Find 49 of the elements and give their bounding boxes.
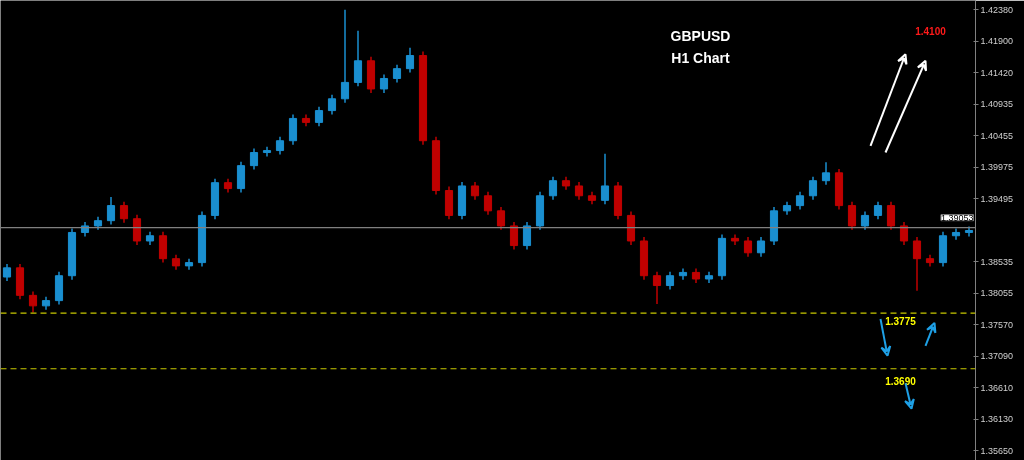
candlestick <box>288 113 298 146</box>
ref-line-label: 1.3775 <box>885 316 917 328</box>
candlestick <box>340 8 350 104</box>
candlestick <box>353 29 363 88</box>
candlestick <box>132 214 142 246</box>
y-tick-label: 1.41420 <box>980 67 1014 78</box>
candlestick <box>327 94 337 116</box>
y-tick-label: 1.35650 <box>980 445 1014 456</box>
candlestick <box>886 200 896 231</box>
candlestick <box>509 221 519 251</box>
ref-line-label: 1.3690 <box>885 375 917 387</box>
candlestick <box>483 191 493 216</box>
text: H1 Chart <box>671 49 731 66</box>
text: GBPUSD <box>670 27 731 44</box>
y-tick-label: 1.38055 <box>980 288 1014 299</box>
candlestick <box>860 210 870 231</box>
candlestick <box>548 176 558 201</box>
y-tick-label: 1.42380 <box>980 4 1014 15</box>
y-tick-label: 1.39975 <box>980 162 1014 173</box>
candlestick <box>847 200 857 231</box>
candlestick <box>28 290 38 314</box>
candlestick <box>236 160 246 194</box>
candlestick <box>119 200 129 224</box>
y-tick-label: 1.38535 <box>980 256 1014 267</box>
candlestick <box>106 196 116 226</box>
y-tick-label: 1.40455 <box>980 130 1014 141</box>
candlestick <box>756 236 766 258</box>
candlestick <box>600 153 610 206</box>
y-tick-label: 1.39495 <box>980 193 1014 204</box>
candlestick <box>249 147 259 171</box>
ref-line-label: 1.39053 <box>940 212 974 223</box>
candlestick <box>522 221 532 251</box>
candlestick <box>314 105 324 128</box>
y-tick-label: 1.40935 <box>980 99 1014 110</box>
y-tick-label: 1.36130 <box>980 414 1014 425</box>
y-tick-label: 1.37090 <box>980 351 1014 362</box>
candlestick <box>808 176 818 201</box>
candlestick <box>652 271 662 305</box>
y-tick-label: 1.41900 <box>980 36 1014 47</box>
candlestick <box>496 206 506 231</box>
candlestick <box>743 236 753 258</box>
candlestick <box>379 73 389 94</box>
candlestick <box>158 231 168 264</box>
candlestick <box>821 161 831 186</box>
y-tick-label: 1.37570 <box>980 319 1014 330</box>
candlestick <box>912 236 922 292</box>
y-tick-label: 1.36610 <box>980 382 1014 393</box>
candlestick <box>405 46 415 74</box>
annotation: 1.4100 <box>915 25 947 37</box>
